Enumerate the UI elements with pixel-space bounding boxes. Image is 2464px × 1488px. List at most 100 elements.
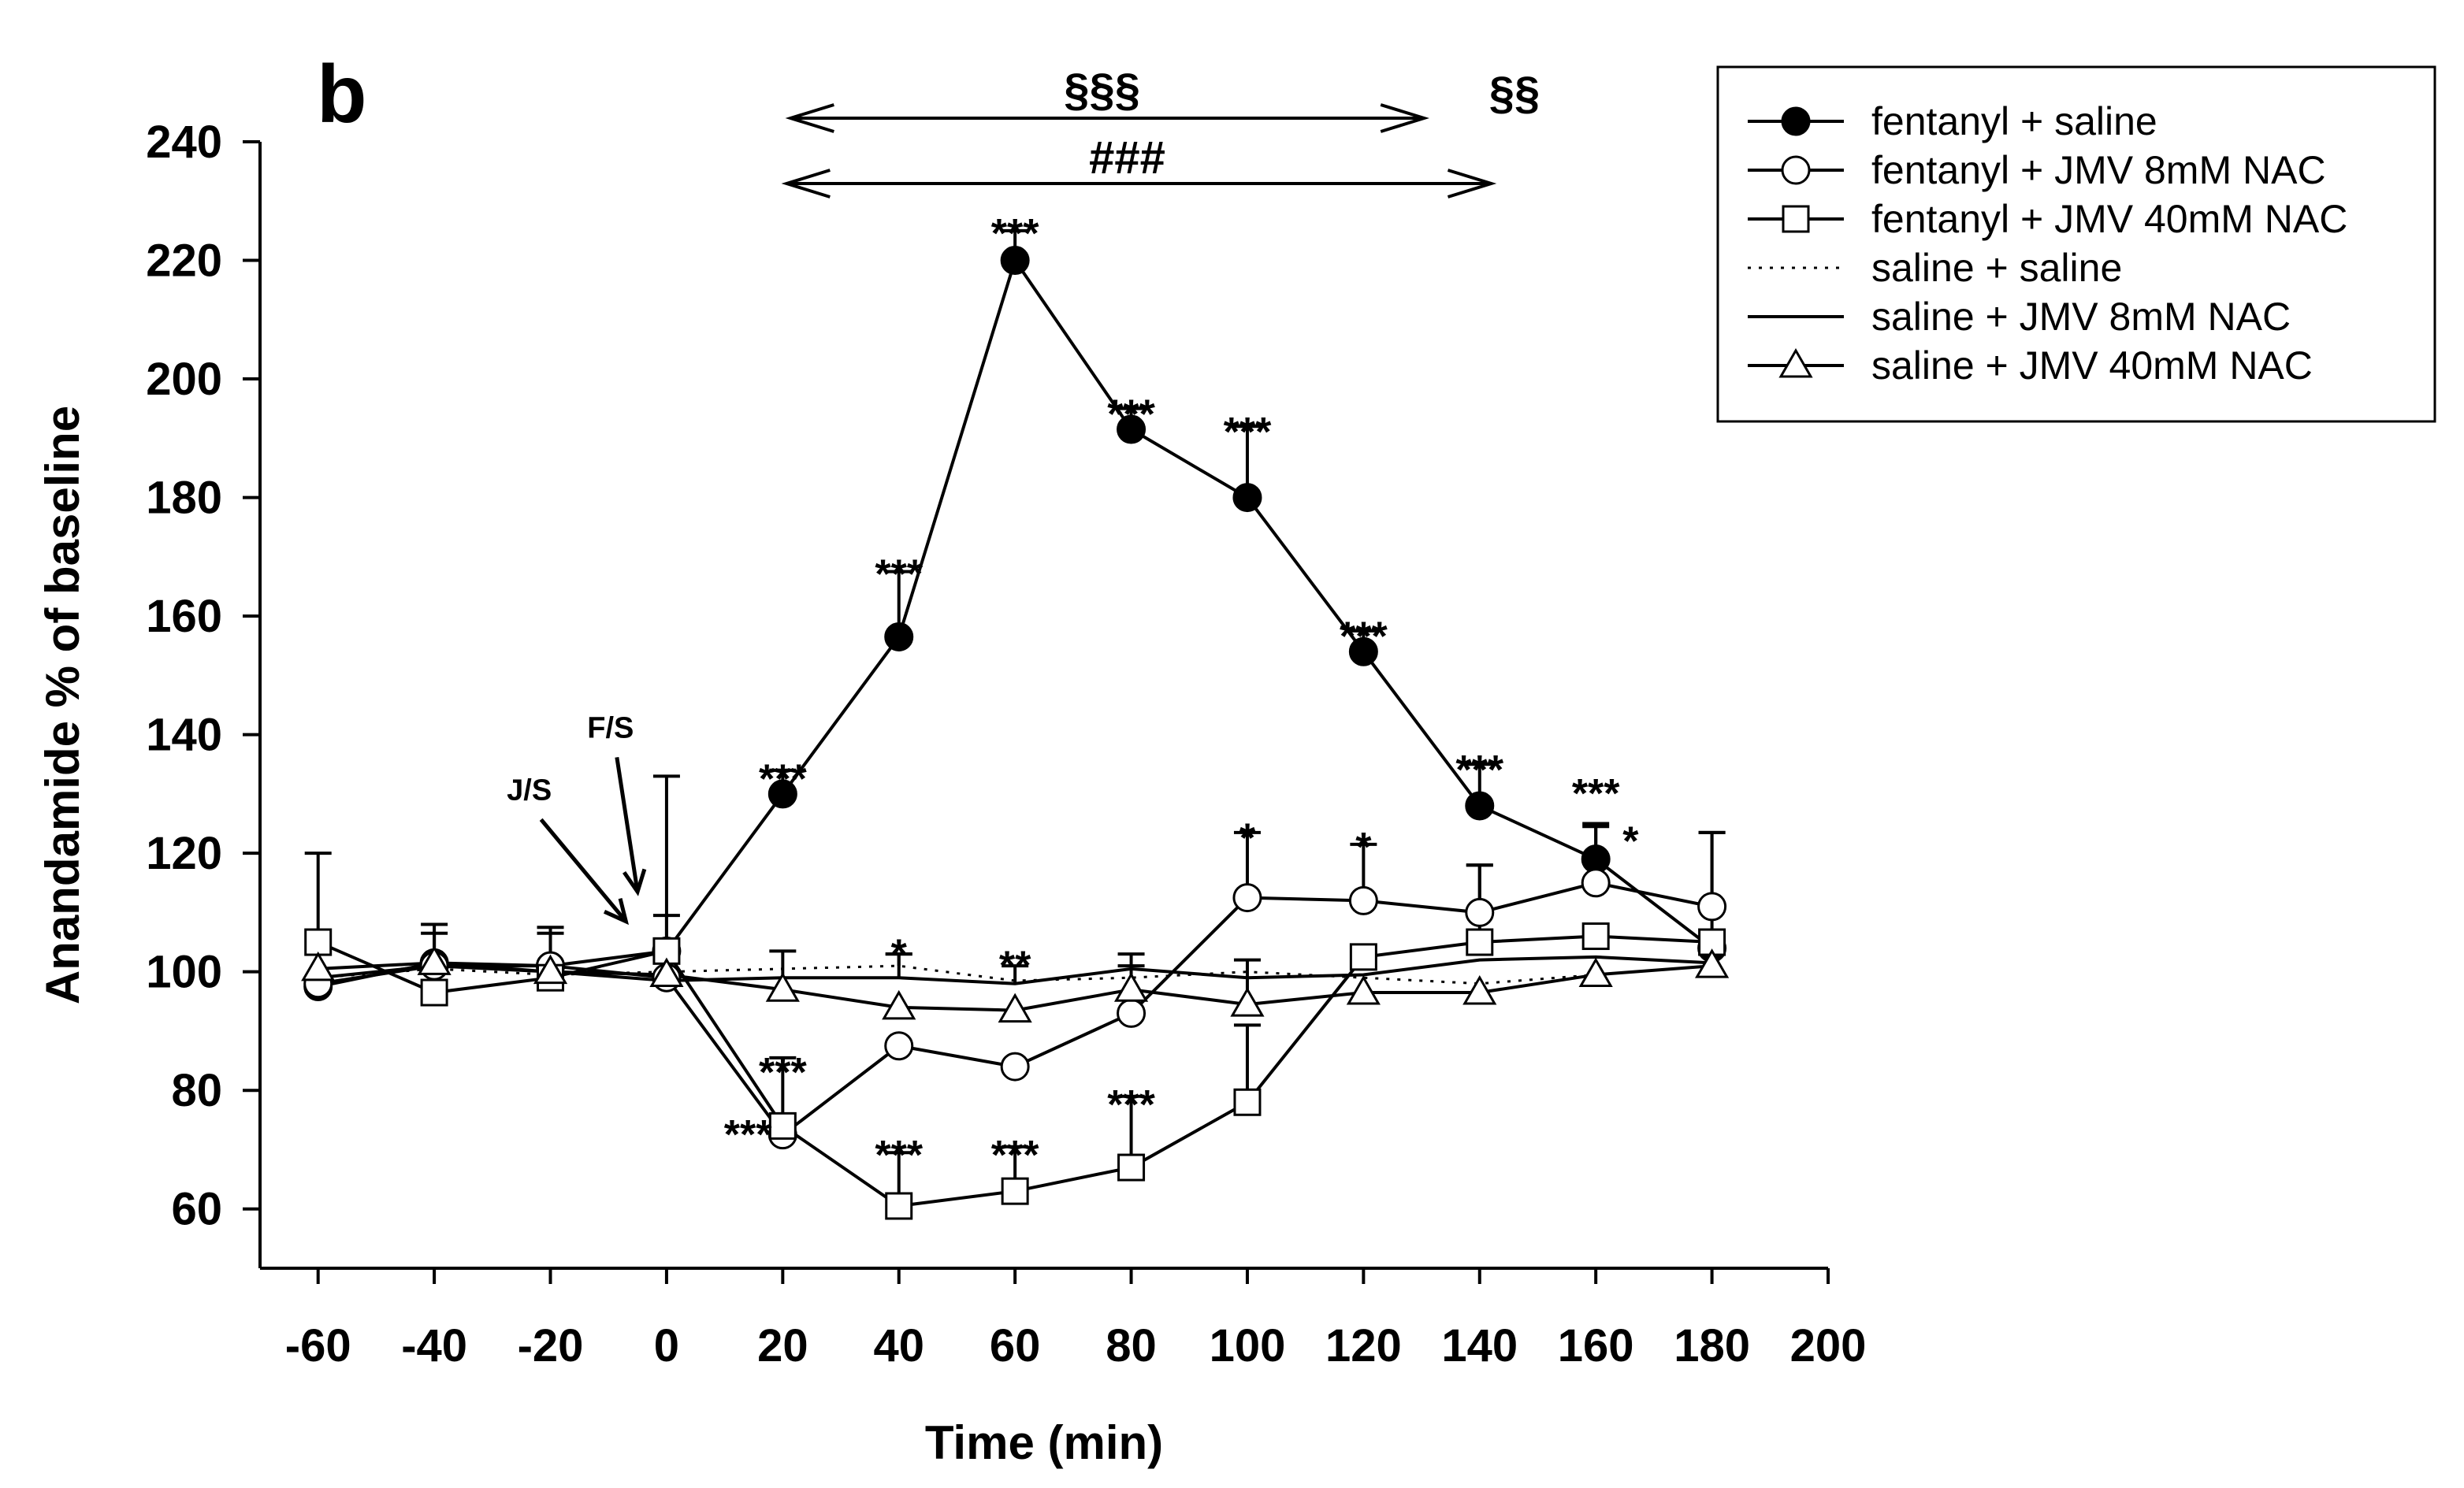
significance-labels: ************ ************** ** *********** *… <box>724 211 1640 1178</box>
data-point <box>998 993 1032 1023</box>
x-tick-label: -40 <box>401 1320 467 1371</box>
significance-brackets: §§§ ### §§ <box>781 65 1540 199</box>
legend-marker <box>1781 155 1811 185</box>
legend: fentanyl + saline fentanyl + JMV 8mM NAC f… <box>1716 65 2436 423</box>
bracket-arrowhead-right <box>1380 103 1429 133</box>
legend-label: saline + JMV 40mM NAC <box>1871 343 2313 388</box>
y-tick-label: 220 <box>146 236 222 287</box>
significance-label: *** <box>1107 1082 1155 1128</box>
plot-area: ************ ************** ** *********** *… <box>301 211 1730 1220</box>
bracket-top <box>785 103 1429 133</box>
bracket-label: §§ <box>1489 68 1540 119</box>
data-point <box>420 978 448 1007</box>
data-point <box>1697 892 1727 922</box>
x-tick-label: 20 <box>757 1320 808 1371</box>
x-axis-title: Time (min) <box>925 1416 1163 1469</box>
data-point <box>1349 943 1377 971</box>
data-point <box>884 1031 914 1061</box>
x-tick-label: 0 <box>654 1320 679 1371</box>
y-tick-label: 160 <box>146 591 222 642</box>
x-tick-label: -60 <box>285 1320 351 1371</box>
data-point <box>768 1111 797 1140</box>
y-tick-label: 180 <box>146 473 222 524</box>
bracket-bottom <box>781 169 1497 199</box>
legend-marker <box>1781 106 1811 136</box>
data-point <box>1694 948 1730 978</box>
data-point <box>1230 987 1265 1017</box>
data-point <box>1578 957 1613 987</box>
legend-label: fentanyl + JMV 8mM NAC <box>1871 148 2326 192</box>
data-point <box>1581 922 1610 951</box>
panel-label: b <box>317 49 367 140</box>
legend-item-fentanyl-saline: fentanyl + saline <box>1748 99 2157 143</box>
data-point <box>1000 246 1030 276</box>
legend-box <box>1716 65 2436 423</box>
legend-item-fentanyl-jmv-40mm-nac: fentanyl + JMV 40mM NAC <box>1748 197 2347 241</box>
data-point <box>1465 791 1495 821</box>
data-point <box>882 989 916 1020</box>
bracket-arrowhead-left <box>781 169 831 199</box>
data-point <box>417 945 452 975</box>
series-line <box>318 256 1713 989</box>
significance-label: *** <box>1572 771 1620 817</box>
data-point <box>1466 928 1494 956</box>
data-point <box>1348 885 1378 915</box>
y-tick-label: 200 <box>146 354 222 405</box>
bracket-arrowhead-left <box>785 103 834 133</box>
legend-marker <box>1782 205 1810 233</box>
data-point <box>1117 998 1147 1028</box>
data-point <box>884 622 914 651</box>
bracket-label: §§§ <box>1064 65 1140 116</box>
markers-fentanyl-saline <box>303 246 1727 1001</box>
data-point <box>533 954 568 985</box>
data-point <box>1117 1153 1146 1182</box>
significance-label: * <box>1622 818 1639 864</box>
annotation-label: J/S <box>507 774 552 807</box>
significance-label: *** <box>875 552 923 598</box>
annotation-label: F/S <box>587 711 634 744</box>
x-tick-label: 80 <box>1106 1320 1157 1371</box>
legend-label: fentanyl + saline <box>1871 99 2157 143</box>
legend-item-saline-jmv-8mm-nac: saline + JMV 8mM NAC <box>1748 295 2291 339</box>
data-point <box>649 957 684 987</box>
significance-label: *** <box>1340 614 1388 660</box>
legend-marker <box>1778 347 1813 378</box>
x-tick-label: 40 <box>873 1320 924 1371</box>
significance-label: *** <box>991 211 1039 257</box>
significance-label: * <box>1355 825 1372 870</box>
bracket-arrowhead-right <box>1447 169 1497 199</box>
data-point <box>885 1192 913 1220</box>
significance-label: *** <box>724 1112 772 1158</box>
y-tick-label: 100 <box>146 947 222 998</box>
annotation-arrow <box>615 756 640 892</box>
data-point <box>301 951 336 981</box>
series-fentanyl-saline <box>318 228 1713 989</box>
axes: 60 80 100 120 140 160 180 200 220 240 -60 -40 -20 0 20… <box>146 117 1866 1371</box>
y-tick-label: 140 <box>146 710 222 761</box>
data-point <box>1232 483 1262 513</box>
x-tick-label: 200 <box>1790 1320 1867 1371</box>
significance-label: *** <box>991 1133 1039 1178</box>
data-point <box>1000 1052 1030 1082</box>
y-tick-label: 60 <box>171 1184 222 1235</box>
data-point <box>1232 883 1262 913</box>
significance-label: ** <box>999 943 1031 989</box>
bracket-label: ### <box>1089 132 1165 184</box>
x-tick-label: 180 <box>1674 1320 1750 1371</box>
y-axis-title: Anandamide % of baseline <box>36 406 89 1004</box>
significance-label: *** <box>875 1133 923 1178</box>
legend-label: saline + JMV 8mM NAC <box>1871 295 2291 339</box>
legend-item-saline-saline: saline + saline <box>1748 246 2122 290</box>
data-point <box>304 928 333 956</box>
x-tick-label: 140 <box>1441 1320 1518 1371</box>
data-point <box>1113 972 1149 1002</box>
annotation-arrowhead <box>623 868 647 896</box>
data-point <box>1465 897 1495 927</box>
y-tick-label: 80 <box>171 1065 222 1116</box>
x-tick-label: 100 <box>1210 1320 1286 1371</box>
markers-saline-jmv-40mm-nac <box>301 945 1730 1023</box>
significance-label: *** <box>1107 391 1155 437</box>
data-point <box>1233 1088 1262 1116</box>
x-tick-label: 160 <box>1558 1320 1634 1371</box>
